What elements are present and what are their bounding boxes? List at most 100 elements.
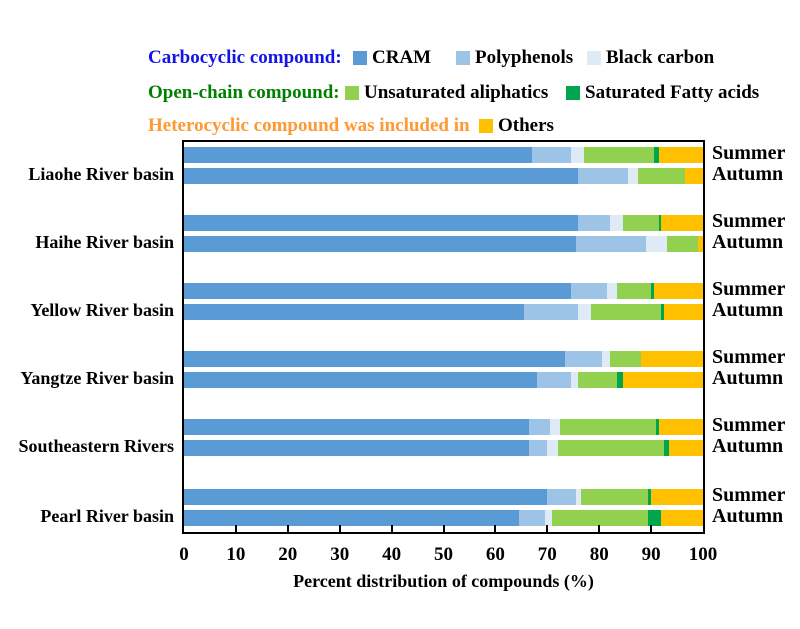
stacked-bar-autumn	[184, 168, 703, 184]
legend-item-polyphenols: Polyphenols	[456, 46, 573, 70]
season-label: Summer	[712, 414, 786, 436]
x-axis-tick-label: 30	[330, 544, 350, 565]
stacked-bar-autumn	[184, 510, 703, 526]
x-axis-tick	[286, 525, 289, 532]
x-axis-tick-label: 100	[688, 544, 718, 565]
x-axis-tick-label: 10	[226, 544, 246, 565]
x-axis-tick-label: 70	[537, 544, 557, 565]
bar-segment-saturated-fatty-acids	[658, 215, 662, 231]
bar-segment-saturated-fatty-acids	[661, 304, 665, 320]
category-label: Liaohe River basin	[28, 164, 174, 184]
bar-segment-black-carbon	[606, 283, 618, 299]
bar-segment-unsaturated-aliphatics	[552, 510, 649, 526]
x-axis-tick	[390, 525, 393, 532]
legend-row-open-chain: Open-chain compound: Unsaturated aliphat…	[0, 81, 800, 105]
bar-segment-saturated-fatty-acids	[653, 147, 659, 163]
bar-segment-saturated-fatty-acids	[656, 419, 659, 435]
stacked-bar-summer	[184, 351, 703, 367]
category-label: Pearl River basin	[40, 506, 174, 526]
bar-segment-polyphenols	[536, 372, 571, 388]
bar-segment-unsaturated-aliphatics	[560, 419, 657, 435]
season-label: Summer	[712, 278, 786, 300]
bar-segment-cram	[184, 147, 532, 163]
bar-segment-others	[651, 489, 703, 505]
bar-segment-polyphenols	[531, 147, 571, 163]
category-label: Haihe River basin	[35, 232, 174, 252]
bar-segment-black-carbon	[575, 489, 582, 505]
bar-segment-unsaturated-aliphatics	[617, 283, 652, 299]
bar-segment-cram	[184, 215, 579, 231]
season-label: Autumn	[712, 435, 784, 457]
bar-segment-cram	[184, 283, 571, 299]
bar-segment-saturated-fatty-acids	[664, 440, 670, 456]
season-label: Autumn	[712, 231, 784, 253]
season-label: Summer	[712, 210, 786, 232]
legend-title-carbocyclic: Carbocyclic compound:	[148, 47, 342, 68]
bar-segment-unsaturated-aliphatics	[638, 168, 685, 184]
legend-item-saturated-fatty-acids: Saturated Fatty acids	[566, 81, 759, 105]
bar-segment-black-carbon	[544, 510, 553, 526]
season-label: Summer	[712, 142, 786, 164]
season-label: Summer	[712, 346, 786, 368]
x-axis-tick	[494, 525, 497, 532]
bar-segment-cram	[184, 419, 530, 435]
bar-segment-others	[658, 147, 703, 163]
legend-label-others: Others	[498, 115, 554, 136]
stacked-bar-summer	[184, 283, 703, 299]
bar-segment-black-carbon	[601, 351, 610, 367]
stacked-bar-summer	[184, 147, 703, 163]
legend-item-cram: CRAM	[353, 46, 431, 70]
x-axis-tick	[650, 525, 653, 532]
stacked-bar-autumn	[184, 304, 703, 320]
season-label: Autumn	[712, 367, 784, 389]
x-axis-tick-label: 0	[179, 544, 189, 565]
bar-segment-others	[664, 304, 703, 320]
bar-segment-unsaturated-aliphatics	[609, 351, 641, 367]
bar-segment-others	[669, 440, 703, 456]
bar-segment-black-carbon	[570, 147, 584, 163]
others-swatch-icon	[479, 119, 493, 133]
polyphenols-swatch-icon	[456, 51, 470, 65]
x-axis-tick-label: 80	[589, 544, 609, 565]
legend-label-cram: CRAM	[372, 47, 432, 68]
season-label: Summer	[712, 484, 786, 506]
cram-swatch-icon	[353, 51, 367, 65]
saturated-fatty-acids-swatch-icon	[566, 86, 580, 100]
bar-segment-black-carbon	[645, 236, 667, 252]
season-label: Autumn	[712, 163, 784, 185]
bar-segment-cram	[184, 510, 519, 526]
plot-area	[182, 140, 705, 534]
stacked-bar-autumn	[184, 440, 703, 456]
bar-segment-saturated-fatty-acids	[648, 510, 662, 526]
bar-segment-polyphenols	[547, 489, 576, 505]
legend-label-unsaturated-aliphatics: Unsaturated aliphatics	[364, 82, 549, 103]
legend-label-polyphenols: Polyphenols	[475, 47, 574, 68]
x-axis-tick	[442, 525, 445, 532]
legend-item-unsaturated-aliphatics: Unsaturated aliphatics	[345, 81, 548, 105]
x-axis-tick-label: 40	[382, 544, 402, 565]
bar-segment-polyphenols	[578, 168, 628, 184]
bar-segment-cram	[184, 440, 530, 456]
legend-row-carbocyclic: Carbocyclic compound: CRAM Polyphenols B…	[0, 46, 800, 70]
x-axis-tick	[234, 525, 237, 532]
bar-segment-polyphenols	[570, 283, 607, 299]
x-axis-tick	[338, 525, 341, 532]
bar-segment-black-carbon	[570, 372, 579, 388]
bar-segment-black-carbon	[578, 304, 592, 320]
bar-segment-cram	[184, 236, 576, 252]
x-axis-tick	[598, 525, 601, 532]
legend-item-black-carbon: Black carbon	[587, 46, 714, 70]
stacked-bar-autumn	[184, 236, 703, 252]
bar-segment-polyphenols	[529, 440, 548, 456]
bar-segment-saturated-fatty-acids	[651, 283, 654, 299]
bar-segment-others	[684, 168, 703, 184]
bar-segment-saturated-fatty-acids	[648, 489, 652, 505]
bar-segment-unsaturated-aliphatics	[622, 215, 659, 231]
bar-segment-black-carbon	[627, 168, 639, 184]
legend-row-heterocyclic: Heterocyclic compound was included in Ot…	[0, 114, 800, 138]
bar-segment-others	[661, 215, 703, 231]
category-label: Yellow River basin	[30, 300, 174, 320]
season-label: Autumn	[712, 505, 784, 527]
bar-segment-unsaturated-aliphatics	[666, 236, 698, 252]
